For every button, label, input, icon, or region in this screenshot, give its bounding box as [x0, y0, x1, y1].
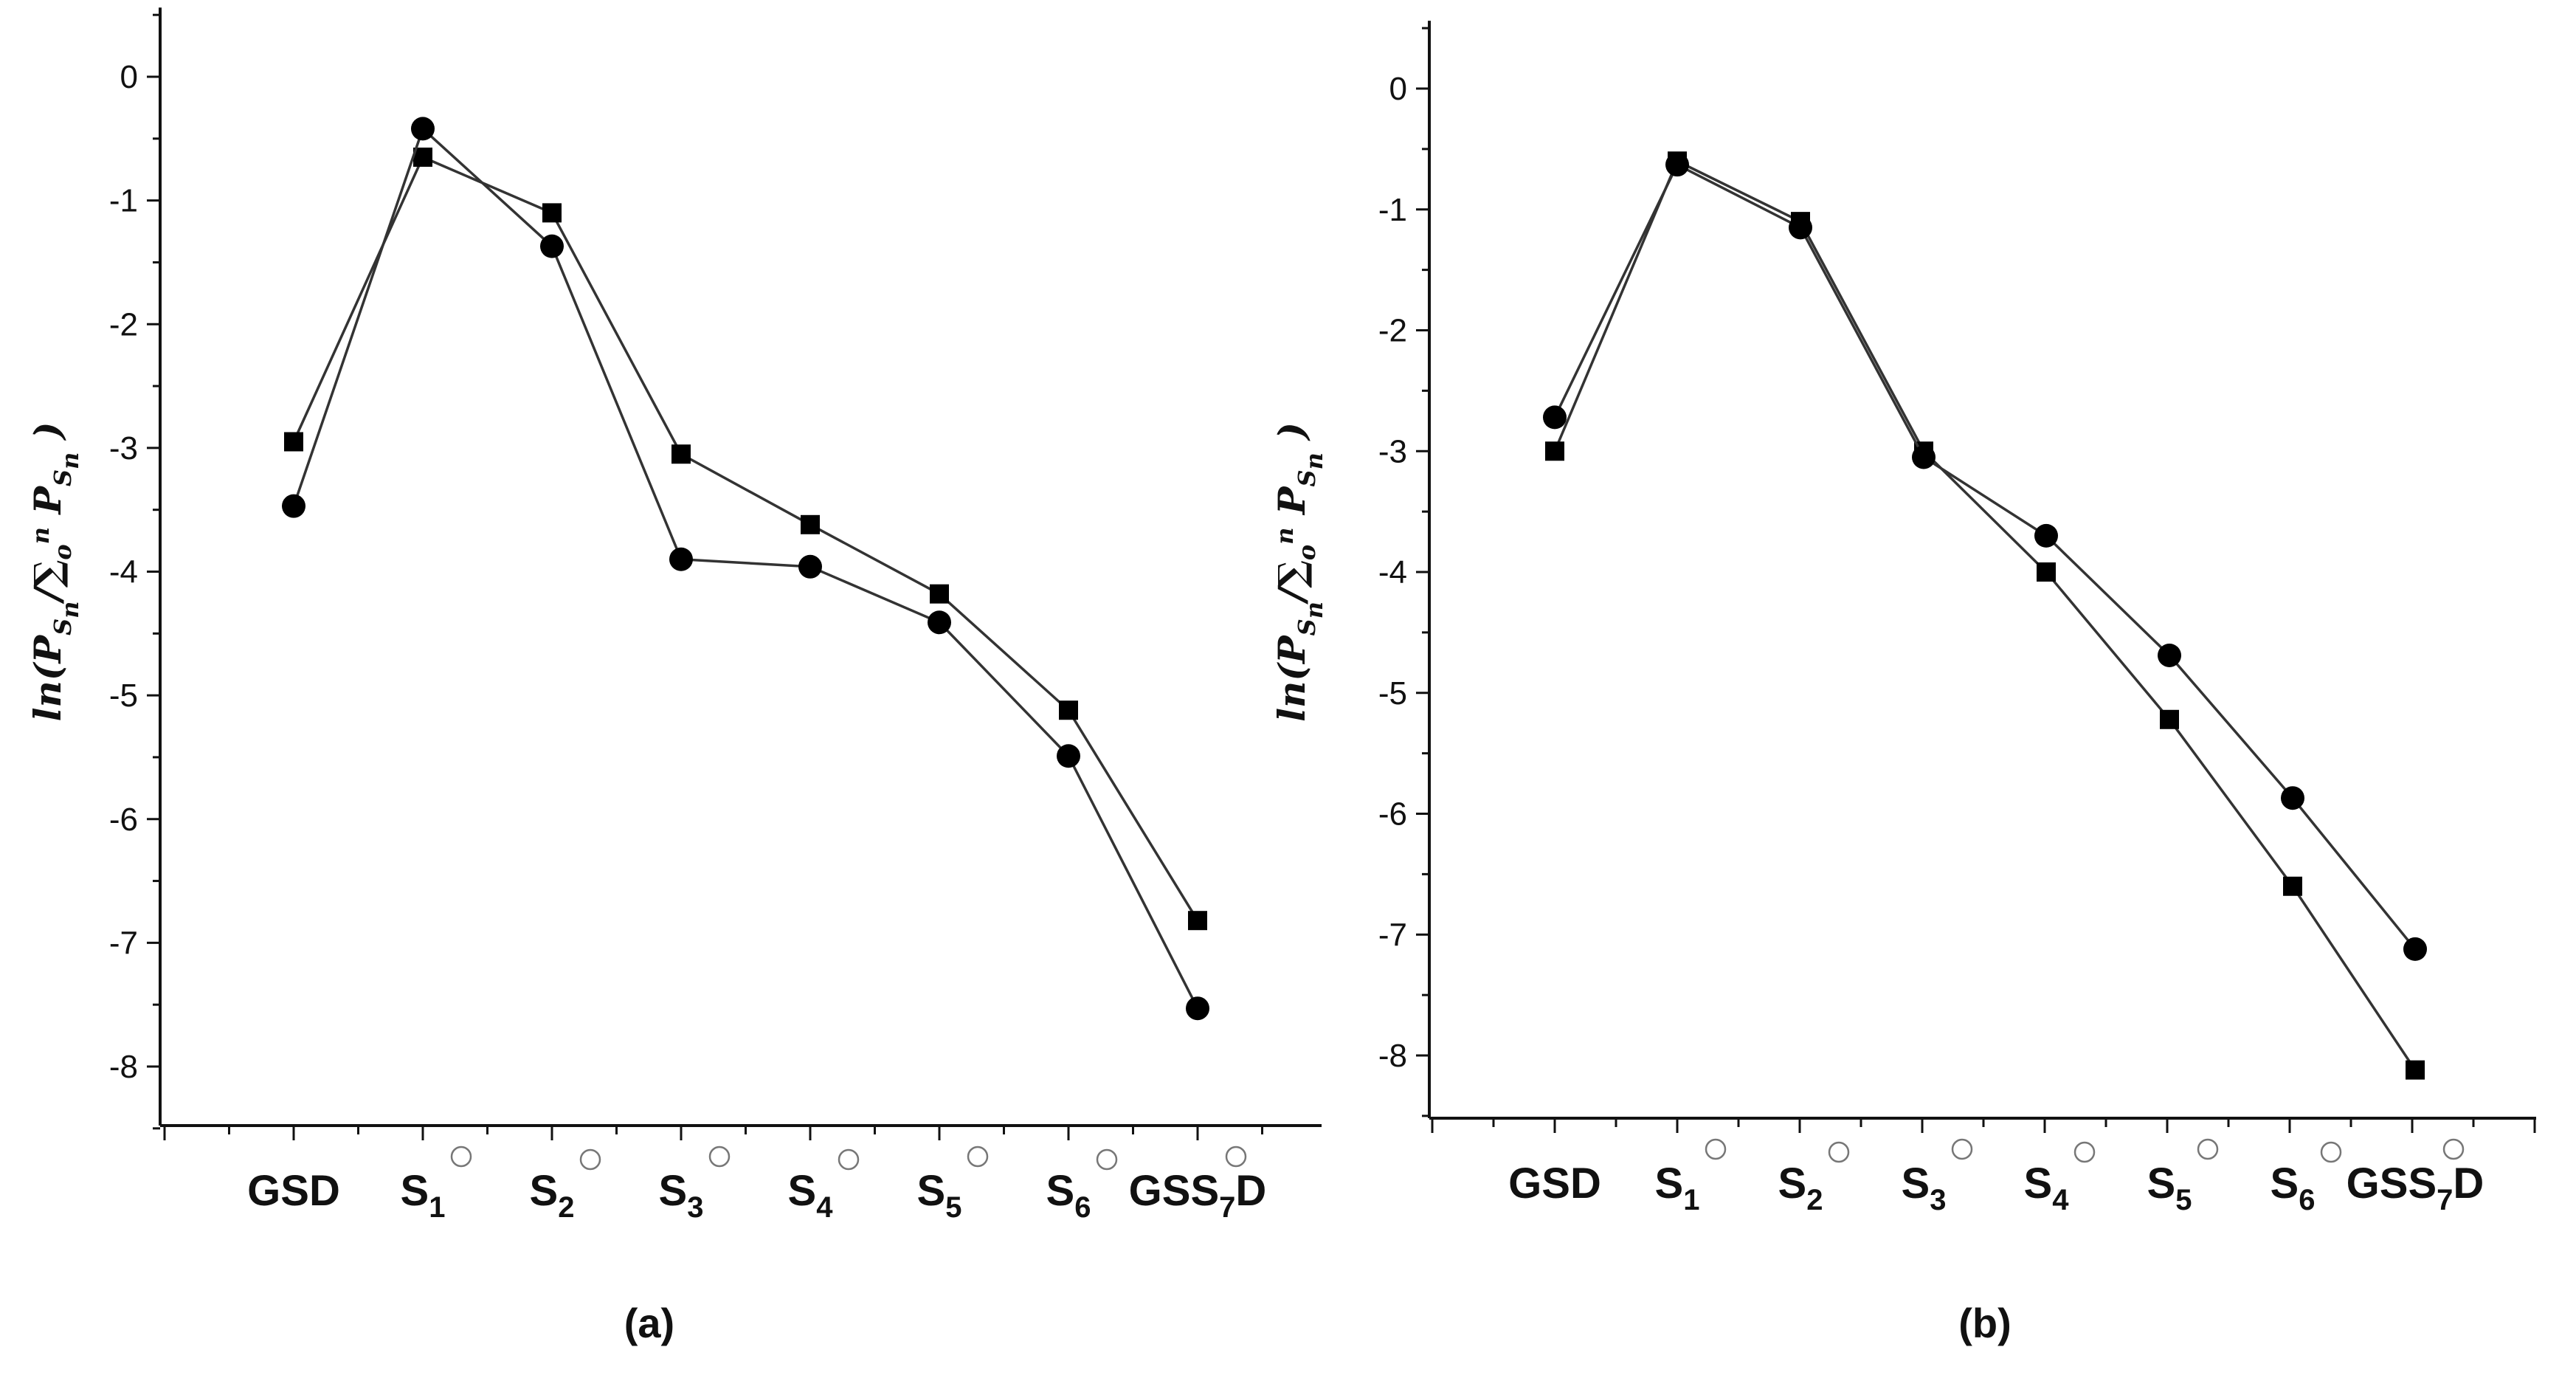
panel-label: (b): [1958, 1300, 2012, 1346]
circle-marker: [1912, 445, 1936, 469]
series-line-circles: [1553, 162, 2417, 951]
circle-marker: [1543, 405, 1567, 430]
circle-marker: [411, 117, 435, 141]
panel-b: 0 -1 -2 -3 -4 -5 -6 -7 -8 GSD S1 S2 S3 S4 S5 S6 GSS7D ln(…: [1270, 21, 2536, 1346]
series-line-squares: [1553, 159, 2417, 1071]
x-category-label: S4: [788, 1167, 834, 1224]
y-tick-label: 0: [120, 59, 138, 95]
square-marker: [1059, 700, 1078, 720]
y-tick-label: -3: [109, 430, 138, 466]
x-category-label: S4: [2024, 1160, 2070, 1216]
circle-marker: [798, 554, 822, 579]
y-tick-label: -2: [1378, 313, 1407, 349]
series-line-circles: [292, 126, 1199, 1010]
square-marker: [284, 432, 303, 452]
x-category-label: S1: [401, 1167, 446, 1224]
y-tick-label: -1: [109, 183, 138, 219]
circle-marker: [928, 610, 951, 635]
degree-circle-mark: [967, 1146, 989, 1168]
x-category-label: S6: [2271, 1160, 2316, 1216]
y-tick-label: -3: [1378, 433, 1407, 469]
circle-marker: [2158, 643, 2181, 667]
circle-marker: [1789, 216, 1812, 240]
y-tick-label: -4: [109, 554, 138, 590]
square-marker: [1545, 441, 1564, 461]
circle-marker: [2281, 786, 2304, 810]
square-marker: [542, 203, 562, 223]
circle-marker: [669, 547, 693, 571]
y-tick-label: -7: [109, 925, 138, 961]
x-category-label: GSS7D: [1129, 1167, 1267, 1224]
circle-marker: [1665, 153, 1689, 177]
square-marker: [2406, 1060, 2425, 1080]
square-marker: [2160, 709, 2179, 729]
y-tick-label: -1: [1378, 192, 1407, 228]
x-category-label: GSD: [1508, 1160, 1601, 1208]
x-category-label: S1: [1655, 1160, 1700, 1216]
degree-circle-mark: [838, 1148, 860, 1171]
circle-marker: [2403, 937, 2427, 961]
degree-circle-mark: [450, 1146, 472, 1168]
degree-circle-mark: [2442, 1138, 2465, 1160]
square-marker: [2283, 876, 2302, 896]
y-tick-label: 0: [1389, 71, 1407, 107]
panel-label: (a): [624, 1300, 674, 1346]
x-category-label: S3: [1902, 1160, 1947, 1216]
circle-marker: [2034, 523, 2058, 548]
x-category-label: S5: [2147, 1160, 2192, 1216]
x-category-label: S2: [1778, 1160, 1823, 1216]
y-tick-label: -8: [1378, 1038, 1407, 1074]
x-category-label: GSD: [247, 1167, 340, 1215]
circle-marker: [540, 234, 564, 258]
x-category-label: S5: [917, 1167, 962, 1224]
y-tick-label: -7: [1378, 917, 1407, 953]
x-category-label: S6: [1046, 1167, 1091, 1224]
degree-circle-mark: [2197, 1138, 2219, 1160]
square-marker: [1188, 911, 1207, 931]
x-category-label: GSS7D: [2347, 1160, 2485, 1216]
square-marker: [930, 584, 949, 604]
panel-a: 0 -1 -2 -3 -4 -5 -6 -7 -8 GSD S1 S2 S3 S4 S5 S6 GSS7D ln(…: [26, 7, 1322, 1346]
y-tick-label: -6: [1378, 796, 1407, 833]
degree-circle-mark: [579, 1148, 601, 1171]
y-tick-label: -5: [109, 678, 138, 714]
circle-marker: [1057, 744, 1080, 768]
square-marker: [671, 444, 691, 464]
x-category-label: S2: [530, 1167, 575, 1224]
y-tick-label: -6: [109, 802, 138, 838]
y-tick-label: -8: [109, 1049, 138, 1085]
circle-marker: [282, 494, 305, 518]
y-axis-label: ln(PSn/∑on PSn ): [26, 422, 84, 722]
y-axis-label: ln(PSn/∑on PSn ): [1270, 422, 1328, 722]
x-category-label: S3: [659, 1167, 704, 1224]
degree-circle-mark: [1951, 1138, 1973, 1160]
degree-circle-mark: [1225, 1146, 1247, 1168]
degree-circle-mark: [1096, 1148, 1118, 1171]
degree-circle-mark: [2320, 1141, 2342, 1163]
square-marker: [801, 514, 820, 534]
degree-circle-mark: [1828, 1141, 1850, 1163]
degree-circle-mark: [2073, 1141, 2096, 1163]
y-tick-label: -4: [1378, 554, 1407, 590]
circle-marker: [1186, 996, 1209, 1021]
degree-circle-mark: [1705, 1138, 1727, 1160]
series-line-squares: [292, 155, 1199, 922]
square-marker: [2037, 562, 2056, 582]
y-tick-label: -2: [109, 306, 138, 342]
degree-circle-mark: [708, 1146, 731, 1168]
y-tick-label: -5: [1378, 675, 1407, 712]
